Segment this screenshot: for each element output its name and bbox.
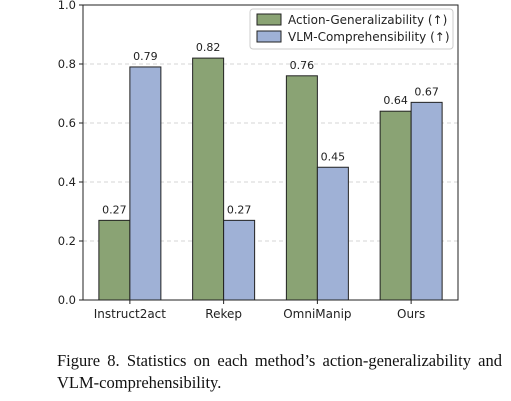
legend-swatch [256, 13, 282, 26]
x-tick-label: Ours [397, 307, 425, 321]
x-tick-label: Instruct2act [94, 307, 167, 321]
bar [129, 66, 162, 301]
legend: Action-Generalizability (↑) VLM-Comprehen… [249, 8, 454, 50]
legend-box [249, 8, 454, 50]
figure-caption: Figure 8. Statistics on each method’s ac… [57, 350, 502, 394]
bar [379, 110, 412, 301]
y-axis: 0.0 0.2 0.4 0.6 0.8 1.0 [58, 0, 83, 307]
plot-frame [82, 4, 459, 301]
bar-value-label: 0.27 [227, 203, 252, 216]
bar [223, 219, 256, 301]
caption-label: Figure 8. [57, 351, 120, 370]
x-axis: Instruct2act Rekep OmniManip Ours [94, 300, 425, 321]
bar [316, 166, 349, 301]
caption-text: Statistics on each method’s action-gener… [57, 351, 502, 392]
bar [285, 75, 318, 301]
bar [410, 101, 443, 301]
value-labels: 0.27 0.79 0.82 0.27 0.76 0.45 0.64 0.67 [102, 41, 439, 216]
bar-value-label: 0.79 [133, 50, 158, 63]
bar-value-label: 0.64 [383, 94, 408, 107]
bar [192, 57, 225, 301]
x-tick-label: Rekep [205, 307, 242, 321]
x-tick-label: OmniManip [283, 307, 351, 321]
bar [98, 219, 131, 301]
legend-swatch [256, 30, 282, 43]
legend-label: VLM-Comprehensibility (↑) [288, 30, 450, 44]
bar-chart: 0.270.790.820.270.760.450.640.67 0.00.20… [58, 0, 459, 321]
y-tick-label: 1.0 [58, 0, 76, 12]
bar-value-label: 0.67 [414, 85, 439, 98]
y-tick-label: 0.8 [58, 57, 76, 71]
y-tick-label: 0.6 [58, 116, 76, 130]
bars [98, 57, 443, 301]
bar-value-label: 0.27 [102, 203, 127, 216]
y-tick-label: 0.0 [58, 293, 76, 307]
bar-value-label: 0.45 [321, 150, 346, 163]
bar-value-label: 0.82 [196, 41, 221, 54]
y-tick-label: 0.4 [58, 175, 76, 189]
legend-label: Action-Generalizability (↑) [288, 13, 447, 27]
bar-value-label: 0.76 [290, 59, 315, 72]
y-tick-label: 0.2 [58, 234, 76, 248]
